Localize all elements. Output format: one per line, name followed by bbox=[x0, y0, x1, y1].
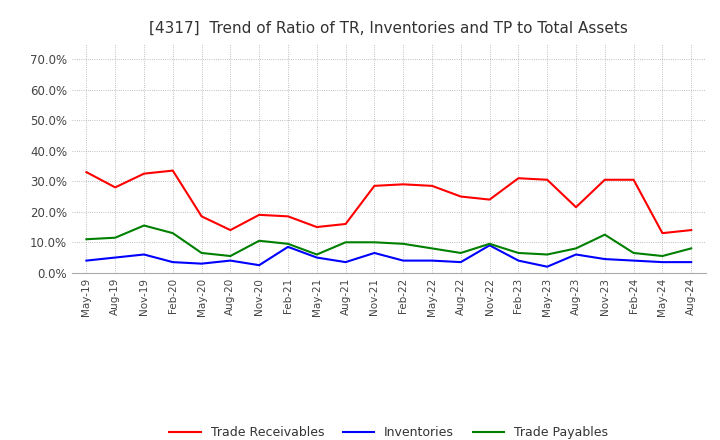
Trade Receivables bbox=[399, 182, 408, 187]
Trade Payables bbox=[514, 250, 523, 256]
Line: Trade Payables: Trade Payables bbox=[86, 226, 691, 256]
Inventories bbox=[428, 258, 436, 263]
Trade Receivables bbox=[284, 214, 292, 219]
Trade Receivables bbox=[111, 185, 120, 190]
Inventories bbox=[197, 261, 206, 266]
Trade Receivables bbox=[341, 221, 350, 227]
Trade Payables bbox=[111, 235, 120, 240]
Inventories bbox=[572, 252, 580, 257]
Inventories bbox=[111, 255, 120, 260]
Inventories bbox=[399, 258, 408, 263]
Trade Payables bbox=[658, 253, 667, 259]
Trade Receivables bbox=[572, 205, 580, 210]
Trade Payables bbox=[197, 250, 206, 256]
Inventories bbox=[341, 260, 350, 265]
Trade Receivables bbox=[428, 183, 436, 188]
Inventories bbox=[687, 260, 696, 265]
Inventories bbox=[485, 243, 494, 248]
Trade Receivables bbox=[168, 168, 177, 173]
Trade Payables bbox=[370, 240, 379, 245]
Trade Receivables bbox=[485, 197, 494, 202]
Inventories bbox=[82, 258, 91, 263]
Trade Payables bbox=[456, 250, 465, 256]
Inventories bbox=[600, 257, 609, 262]
Trade Payables bbox=[312, 252, 321, 257]
Trade Receivables bbox=[600, 177, 609, 183]
Trade Payables bbox=[140, 223, 148, 228]
Trade Receivables bbox=[687, 227, 696, 233]
Trade Payables bbox=[428, 246, 436, 251]
Inventories bbox=[456, 260, 465, 265]
Trade Payables bbox=[255, 238, 264, 243]
Trade Receivables bbox=[255, 212, 264, 217]
Trade Payables bbox=[399, 241, 408, 246]
Title: [4317]  Trend of Ratio of TR, Inventories and TP to Total Assets: [4317] Trend of Ratio of TR, Inventories… bbox=[149, 21, 629, 36]
Trade Receivables bbox=[658, 231, 667, 236]
Inventories bbox=[226, 258, 235, 263]
Trade Payables bbox=[543, 252, 552, 257]
Trade Receivables bbox=[82, 169, 91, 175]
Trade Payables bbox=[572, 246, 580, 251]
Trade Receivables bbox=[140, 171, 148, 176]
Legend: Trade Receivables, Inventories, Trade Payables: Trade Receivables, Inventories, Trade Pa… bbox=[164, 421, 613, 440]
Trade Receivables bbox=[312, 224, 321, 230]
Trade Payables bbox=[341, 240, 350, 245]
Inventories bbox=[284, 244, 292, 249]
Trade Payables bbox=[284, 241, 292, 246]
Trade Receivables bbox=[226, 227, 235, 233]
Inventories bbox=[514, 258, 523, 263]
Trade Receivables bbox=[514, 176, 523, 181]
Inventories bbox=[255, 263, 264, 268]
Trade Payables bbox=[600, 232, 609, 237]
Trade Receivables bbox=[456, 194, 465, 199]
Trade Receivables bbox=[543, 177, 552, 183]
Inventories bbox=[658, 260, 667, 265]
Trade Payables bbox=[485, 241, 494, 246]
Trade Receivables bbox=[370, 183, 379, 188]
Trade Payables bbox=[168, 231, 177, 236]
Trade Receivables bbox=[197, 214, 206, 219]
Inventories bbox=[543, 264, 552, 269]
Inventories bbox=[168, 260, 177, 265]
Inventories bbox=[629, 258, 638, 263]
Trade Payables bbox=[687, 246, 696, 251]
Line: Inventories: Inventories bbox=[86, 246, 691, 267]
Inventories bbox=[140, 252, 148, 257]
Trade Receivables bbox=[629, 177, 638, 183]
Inventories bbox=[312, 255, 321, 260]
Inventories bbox=[370, 250, 379, 256]
Trade Payables bbox=[629, 250, 638, 256]
Trade Payables bbox=[82, 237, 91, 242]
Line: Trade Receivables: Trade Receivables bbox=[86, 171, 691, 233]
Trade Payables bbox=[226, 253, 235, 259]
